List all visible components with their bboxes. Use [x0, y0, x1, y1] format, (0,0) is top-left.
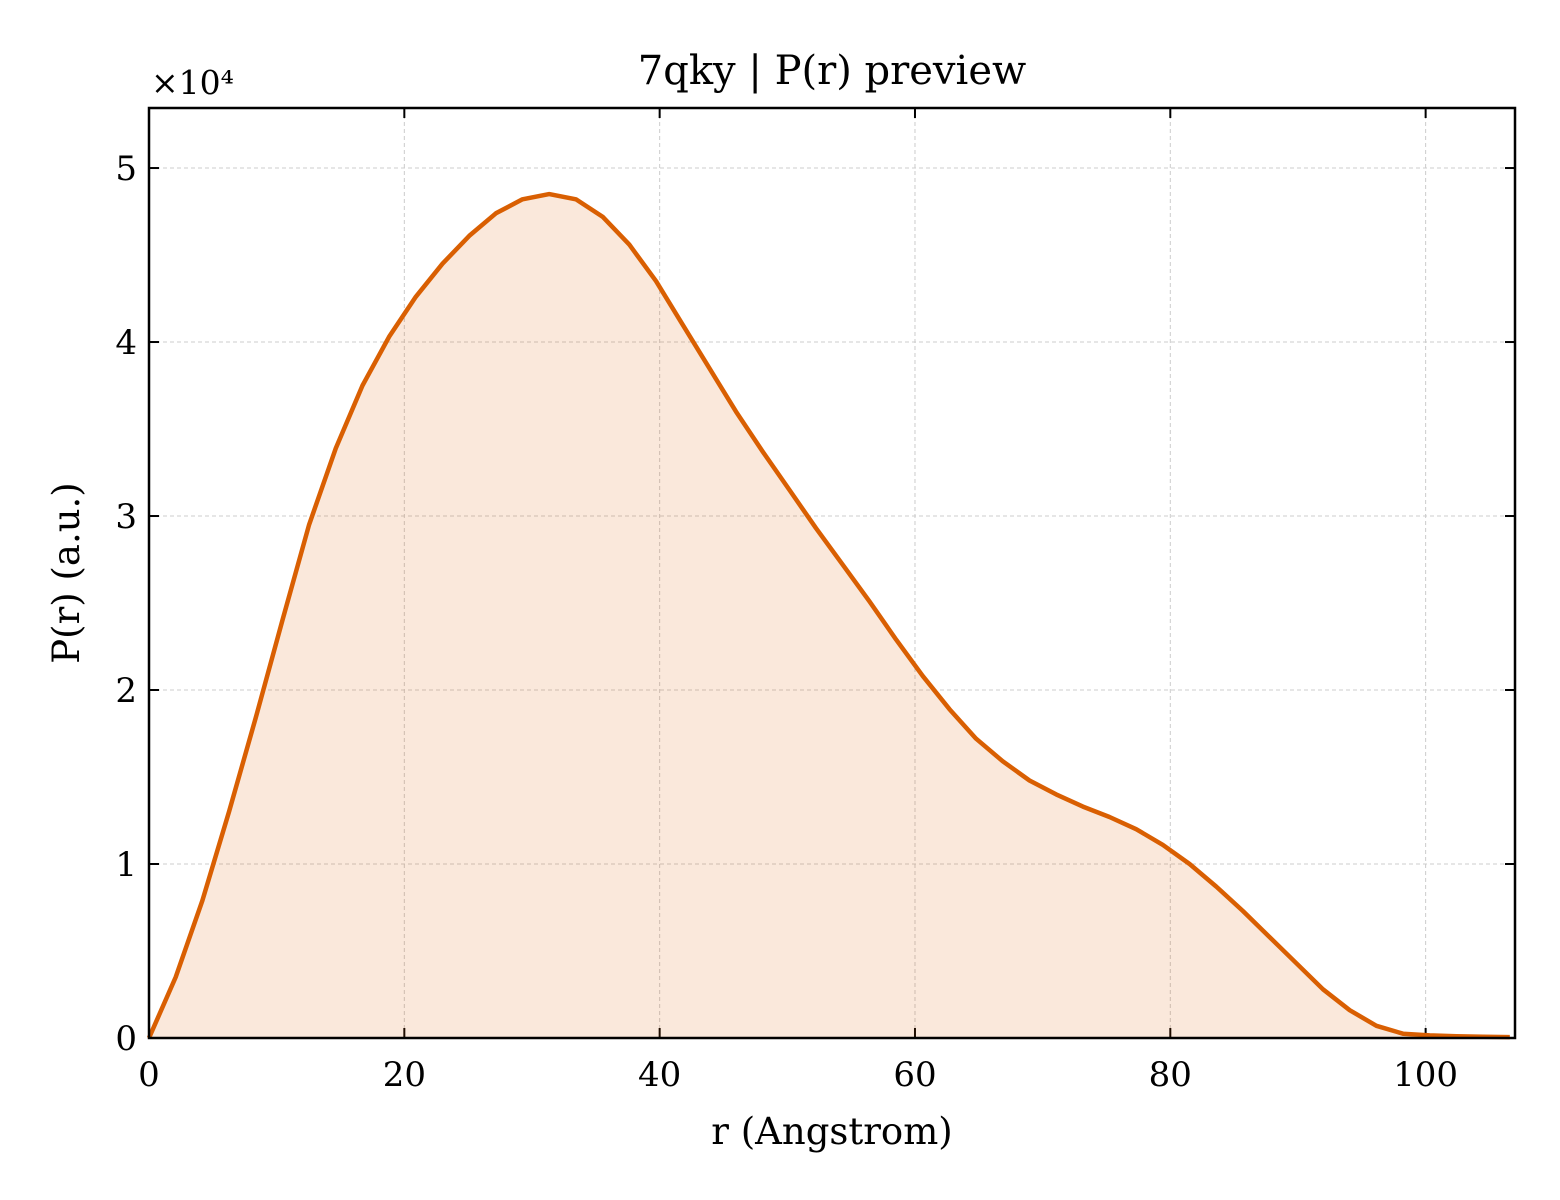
x-tick-label: 20	[383, 1055, 426, 1095]
y-tick-label: 4	[115, 323, 137, 363]
area-fill	[149, 194, 1510, 1039]
chart-title: 7qky | P(r) preview	[638, 48, 1026, 94]
x-tick-label: 60	[893, 1055, 936, 1095]
x-tick-label: 80	[1149, 1055, 1192, 1095]
x-tick-label: 0	[138, 1055, 160, 1095]
y-offset-label: ×10⁴	[151, 63, 234, 102]
y-tick-label: 5	[115, 149, 137, 189]
x-tick-label: 40	[638, 1055, 681, 1095]
x-tick-label: 100	[1393, 1055, 1458, 1095]
y-tick-label: 2	[115, 671, 137, 711]
y-tick-label: 3	[115, 497, 137, 537]
plot-frame	[147, 106, 1517, 1040]
x-axis-label: r (Angstrom)	[711, 1110, 952, 1153]
y-tick-label: 1	[115, 845, 137, 885]
line	[146, 191, 1510, 1040]
y-axis-label: P(r) (a.u.)	[45, 482, 88, 664]
y-tick-label: 0	[115, 1019, 137, 1059]
